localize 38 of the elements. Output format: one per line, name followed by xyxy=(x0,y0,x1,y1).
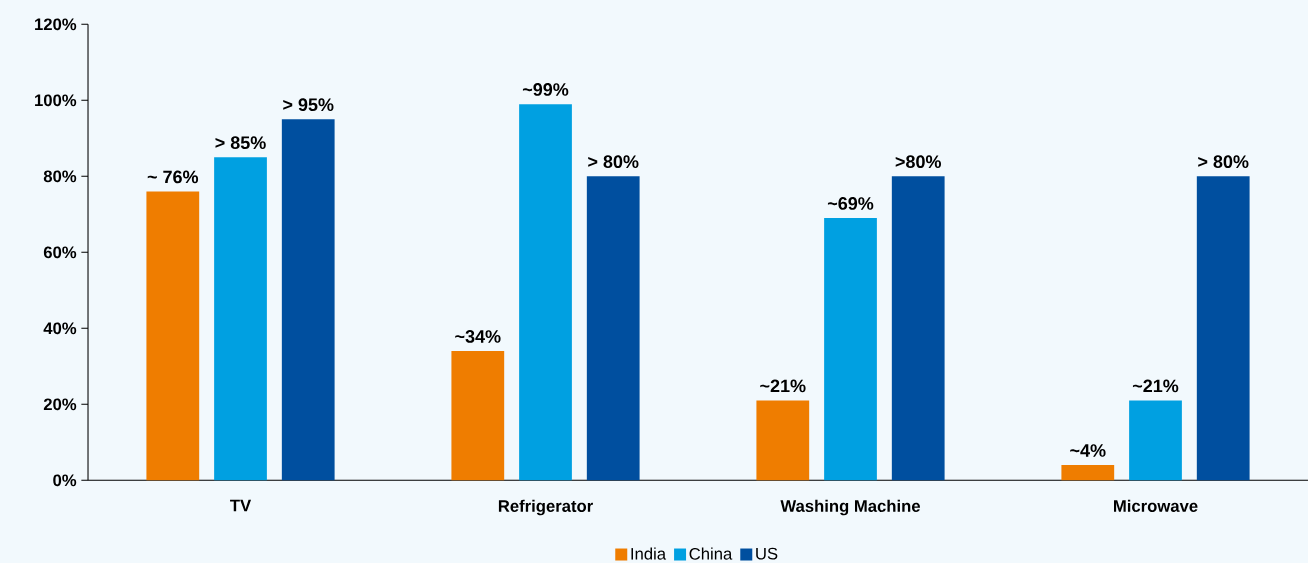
data-label: > 95% xyxy=(283,98,334,112)
y-tick-label: 60% xyxy=(43,246,77,259)
data-label: > 80% xyxy=(1198,155,1249,169)
y-tick-label: 80% xyxy=(43,170,77,183)
data-label: ~21% xyxy=(760,379,806,393)
data-label: ~99% xyxy=(522,83,569,96)
legend-label: India xyxy=(631,547,667,560)
data-label: > 85% xyxy=(215,136,266,150)
y-tick-label: 20% xyxy=(43,398,77,411)
bar xyxy=(519,104,572,481)
data-label: ~4% xyxy=(1070,444,1106,457)
data-label: ~69% xyxy=(827,197,874,210)
bar xyxy=(824,218,877,481)
y-tick-label: 0% xyxy=(53,474,77,487)
bar xyxy=(1196,176,1250,481)
x-tick-label: Microwave xyxy=(1114,499,1198,512)
bar xyxy=(1129,400,1182,481)
data-label: ~34% xyxy=(455,330,501,343)
bar xyxy=(756,400,810,481)
bar xyxy=(214,157,267,481)
x-tick-label: Washing Machine xyxy=(780,499,920,516)
data-label: > 80% xyxy=(588,155,639,169)
y-tick-label: 100% xyxy=(35,94,77,107)
bar xyxy=(891,176,945,481)
bar xyxy=(451,351,505,481)
y-tick-label: 40% xyxy=(43,322,77,335)
bar xyxy=(1061,465,1115,481)
legend-label: US xyxy=(756,547,778,560)
data-label: ~21% xyxy=(1132,379,1179,393)
bar xyxy=(281,119,335,481)
legend-label: China xyxy=(689,547,733,560)
y-tick-label: 120% xyxy=(35,18,77,31)
x-tick-label: Refrigerator xyxy=(498,499,593,516)
bar xyxy=(146,191,200,481)
x-tick-label: TV xyxy=(230,499,252,512)
data-label: >80% xyxy=(895,155,942,169)
data-label: ~ 76% xyxy=(147,170,199,184)
bar xyxy=(586,176,640,481)
